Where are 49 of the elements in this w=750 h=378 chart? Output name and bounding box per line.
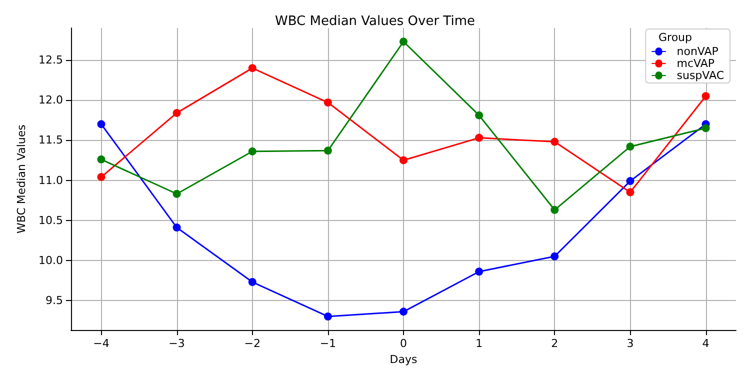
legend-title: Group xyxy=(658,31,692,44)
y-tick-label: 12.0 xyxy=(38,94,63,107)
y-tick-label: 11.0 xyxy=(38,174,63,187)
point xyxy=(248,64,256,72)
point xyxy=(248,278,256,286)
x-tick-label: −3 xyxy=(168,337,185,350)
x-tick-label: 0 xyxy=(400,337,407,350)
point xyxy=(97,120,106,128)
point xyxy=(702,124,710,132)
point xyxy=(400,38,408,46)
chart-title: WBC Median Values Over Time xyxy=(275,14,475,29)
point xyxy=(97,173,106,182)
x-tick-label: 2 xyxy=(551,337,558,350)
point xyxy=(97,155,106,164)
y-tick-label: 12.5 xyxy=(38,54,63,67)
point xyxy=(172,190,181,198)
x-tick-label: 3 xyxy=(626,337,634,350)
point xyxy=(248,147,256,156)
point xyxy=(475,111,484,120)
x-tick-label: 1 xyxy=(476,337,483,350)
point xyxy=(475,268,484,276)
point xyxy=(702,92,710,100)
point xyxy=(400,308,408,316)
point xyxy=(626,188,634,196)
x-tick-label: −4 xyxy=(93,337,110,350)
y-tick-label: 9.5 xyxy=(46,294,63,307)
y-tick-label: 11.5 xyxy=(38,134,63,147)
y-tick-label: 10.0 xyxy=(38,254,63,267)
x-axis-title: Days xyxy=(390,353,418,366)
legend-label: nonVAP xyxy=(676,45,719,58)
point xyxy=(475,134,484,142)
point xyxy=(172,108,181,117)
x-tick-label: −2 xyxy=(244,337,260,350)
point xyxy=(172,224,181,232)
point xyxy=(550,252,559,260)
point xyxy=(324,146,332,155)
y-axis-title: WBC Median Values xyxy=(15,124,28,234)
point xyxy=(626,142,634,151)
legend-label: mcVAP xyxy=(676,57,715,70)
x-tick-label: 4 xyxy=(702,337,710,350)
point xyxy=(626,177,634,186)
y-tick-label: 10.5 xyxy=(38,214,63,227)
point xyxy=(324,98,332,107)
point xyxy=(324,312,332,320)
point xyxy=(550,138,559,146)
point xyxy=(550,206,559,214)
point xyxy=(400,156,408,164)
legend-label: suspVAC xyxy=(676,69,724,82)
x-tick-label: −1 xyxy=(320,337,336,350)
